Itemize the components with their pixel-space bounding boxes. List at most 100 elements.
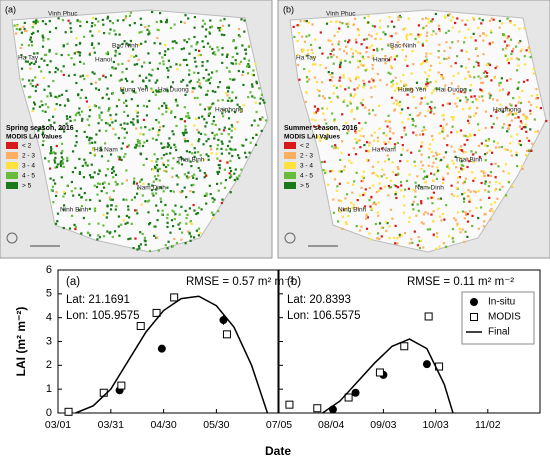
lai-pixel	[377, 175, 380, 178]
lai-pixel	[451, 16, 454, 19]
map-legend-swatch	[6, 172, 18, 179]
lai-pixel	[106, 52, 110, 56]
lai-pixel	[61, 161, 64, 164]
lai-pixel	[31, 79, 34, 82]
lai-pixel	[507, 172, 510, 175]
lai-pixel	[125, 131, 128, 134]
lai-pixel	[167, 59, 170, 62]
lai-pixel	[236, 120, 239, 124]
lai-pixel	[438, 43, 441, 46]
lai-pixel	[240, 144, 244, 147]
lai-pixel	[93, 51, 96, 54]
lai-pixel	[117, 46, 120, 49]
lai-pixel	[405, 35, 408, 38]
lai-pixel	[464, 23, 467, 26]
lai-pixel	[477, 64, 480, 67]
lai-pixel	[114, 133, 117, 136]
lai-pixel	[443, 49, 446, 52]
lai-pixel	[228, 70, 231, 73]
lai-pixel	[520, 127, 523, 130]
lai-pixel	[162, 154, 166, 157]
lai-pixel	[338, 21, 341, 24]
lai-pixel	[193, 124, 196, 127]
lai-pixel	[384, 33, 387, 36]
lai-pixel	[111, 92, 114, 95]
lai-pixel	[443, 57, 446, 60]
lai-pixel	[153, 225, 156, 228]
lai-pixel	[527, 100, 531, 104]
lai-pixel	[403, 126, 406, 129]
lai-pixel	[115, 205, 118, 208]
lai-pixel	[246, 64, 249, 67]
lai-pixel	[210, 25, 214, 28]
lai-pixel	[193, 209, 196, 212]
lai-pixel	[114, 49, 117, 52]
lai-pixel	[532, 67, 535, 70]
lai-pixel	[382, 132, 385, 135]
lai-pixel	[233, 172, 236, 175]
lai-pixel	[363, 82, 366, 85]
lai-pixel	[41, 104, 44, 107]
lai-pixel	[126, 114, 129, 117]
lai-pixel	[116, 19, 119, 22]
lai-pixel	[519, 143, 522, 147]
lai-pixel	[162, 190, 165, 193]
lai-pixel	[117, 63, 120, 66]
lai-pixel	[223, 33, 226, 37]
lai-pixel	[417, 113, 421, 117]
lai-pixel	[90, 25, 93, 28]
lai-pixel	[185, 196, 188, 199]
lai-pixel	[122, 198, 125, 201]
lai-pixel	[432, 220, 435, 223]
lai-pixel	[314, 119, 317, 122]
lai-pixel	[91, 71, 94, 74]
lai-pixel	[163, 53, 166, 56]
lai-pixel	[189, 160, 192, 163]
lai-pixel	[450, 145, 453, 148]
lai-pixel	[220, 33, 223, 36]
lai-pixel	[236, 52, 239, 55]
lai-pixel	[107, 159, 110, 162]
lai-pixel	[362, 79, 365, 82]
lai-pixel	[179, 221, 182, 225]
lai-pixel	[206, 42, 210, 45]
lai-pixel	[193, 236, 196, 239]
lai-pixel	[169, 65, 172, 68]
lai-pixel	[167, 69, 170, 72]
lai-pixel	[516, 69, 519, 72]
lai-pixel	[445, 41, 448, 44]
lai-pixel	[126, 122, 129, 125]
lai-pixel	[356, 139, 359, 142]
lai-pixel	[102, 186, 106, 189]
lai-pixel	[77, 93, 80, 96]
lai-pixel	[199, 132, 203, 135]
lai-pixel	[139, 17, 142, 20]
lai-pixel	[355, 76, 358, 79]
lai-pixel	[468, 74, 471, 77]
lai-pixel	[78, 209, 81, 212]
lai-pixel	[389, 208, 393, 211]
lai-pixel	[390, 67, 393, 70]
lai-pixel	[516, 165, 519, 168]
lai-pixel	[145, 157, 148, 160]
lai-pixel	[411, 203, 414, 206]
lai-pixel	[247, 63, 250, 66]
lai-pixel	[395, 32, 398, 35]
lai-pixel	[495, 188, 498, 191]
lai-pixel	[191, 87, 194, 90]
lai-pixel	[316, 107, 319, 110]
lai-pixel	[317, 135, 320, 138]
lai-pixel	[79, 20, 82, 23]
lai-pixel	[522, 113, 525, 116]
lai-pixel	[483, 220, 486, 223]
lai-pixel	[356, 51, 360, 54]
x-tick-label: 07/05	[266, 419, 292, 431]
lai-pixel	[478, 129, 481, 132]
lai-pixel	[97, 222, 100, 225]
lai-pixel	[142, 118, 146, 121]
lai-pixel	[161, 213, 164, 216]
lai-pixel	[375, 191, 378, 194]
lai-pixel	[507, 62, 510, 65]
lai-pixel	[199, 154, 202, 157]
